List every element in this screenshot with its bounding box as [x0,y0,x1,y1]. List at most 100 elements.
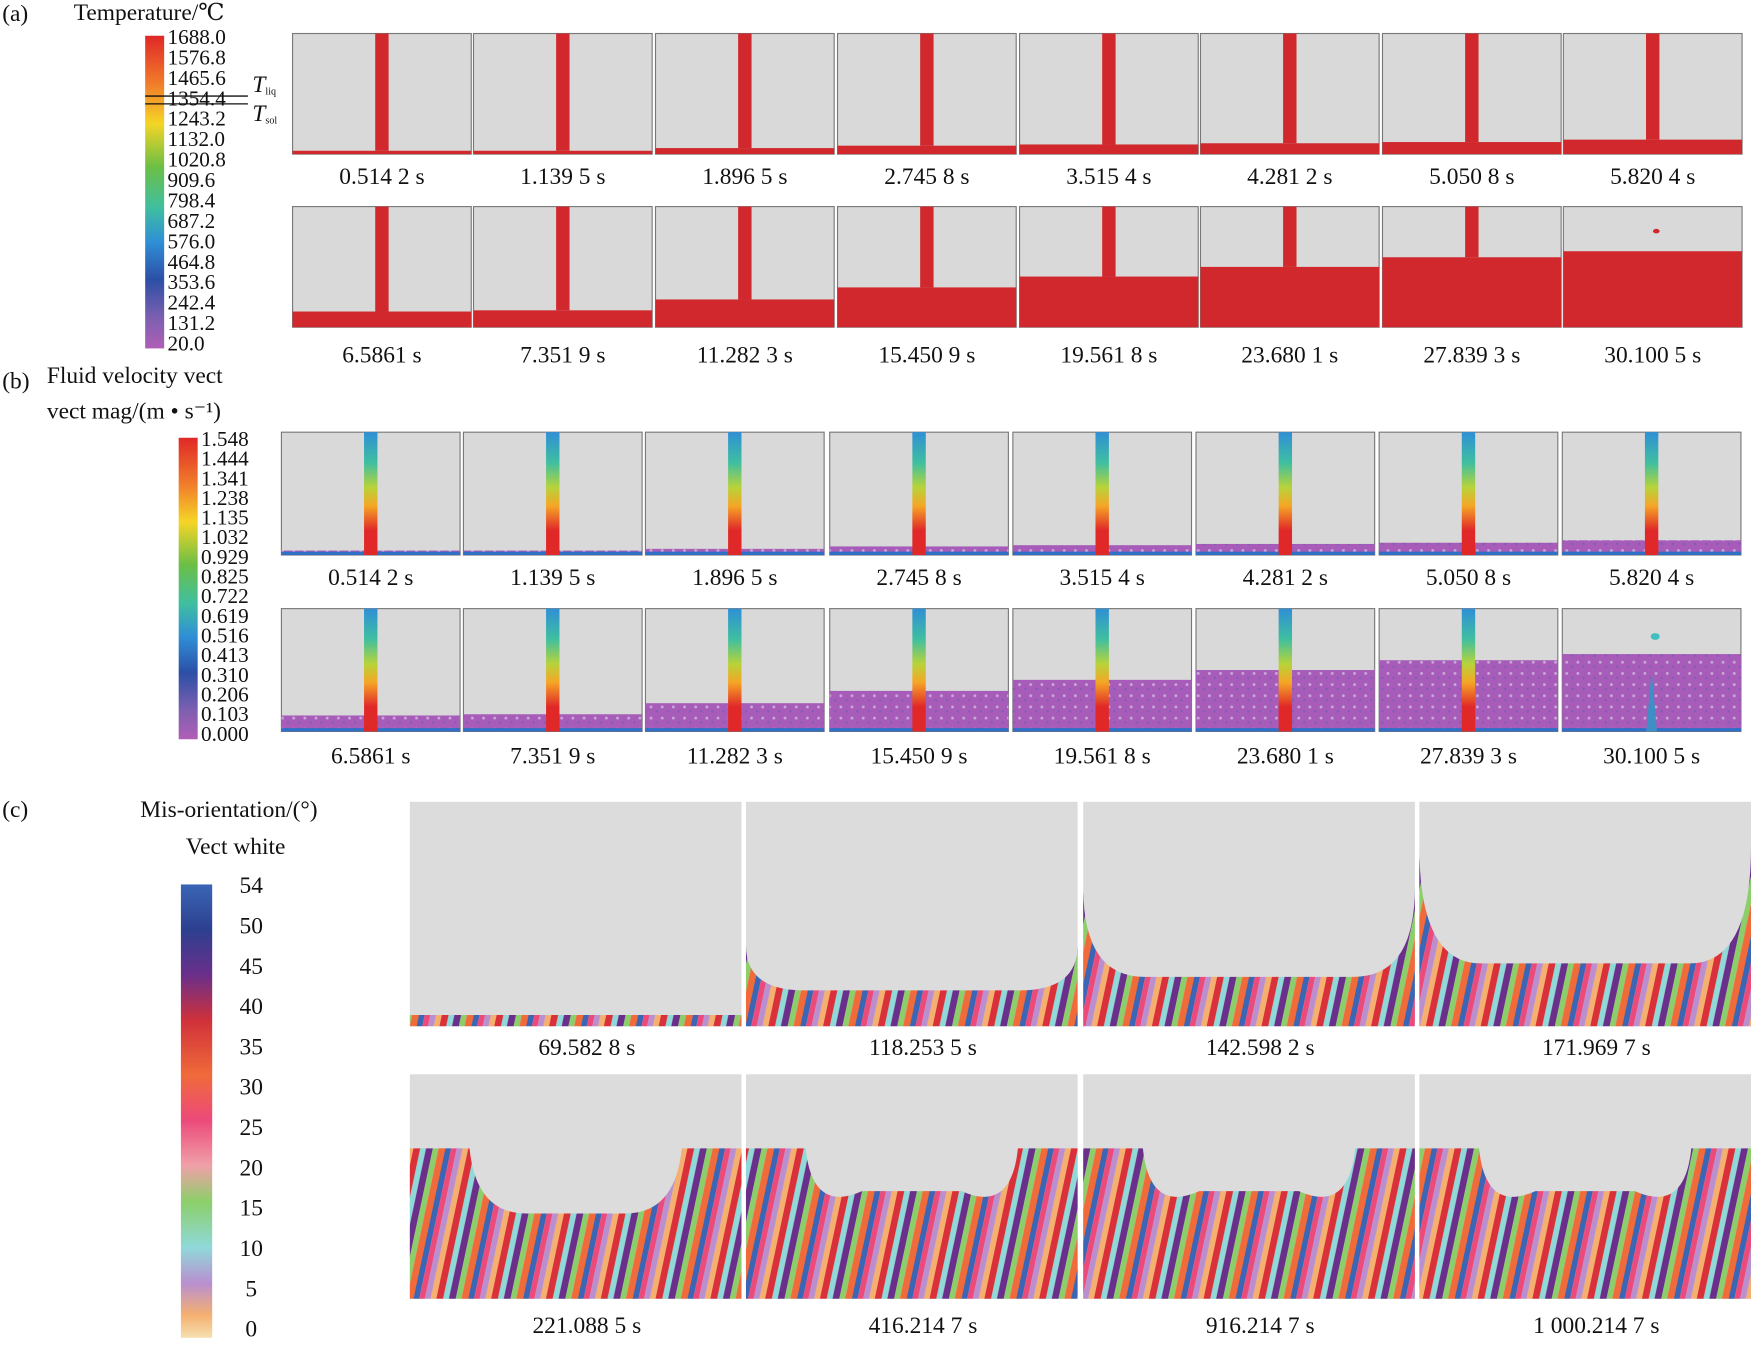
melt-stream [556,33,570,151]
colorbar-label: 5 [245,1276,257,1302]
flow-stream [1644,432,1659,556]
colorbar-label: 50 [240,913,263,939]
melt-pool [1382,142,1562,155]
colorbar-label: 1243.2 [168,107,226,131]
colorbar-label: 0 [245,1317,257,1343]
liquidus-symbol: T [252,72,267,98]
colorbar-label: 0.619 [201,604,249,628]
colorbar-label: 20 [240,1155,263,1181]
flow-stream [1095,608,1109,732]
melt-pool [655,148,835,155]
flow-stream [1461,432,1476,556]
time-label: 4.281 2 s [1243,565,1328,591]
time-label: 5.050 8 s [1429,164,1514,190]
time-label: 1.896 5 s [702,164,787,190]
melt-pool [1200,266,1380,328]
colorbar-label: 0.929 [201,545,249,569]
flow-stream [1095,432,1109,556]
time-label: 171.969 7 s [1542,1035,1651,1061]
time-label: 5.820 4 s [1609,565,1694,591]
time-label: 6.5861 s [342,343,421,369]
grain-region [1419,846,1751,1027]
time-label: 5.820 4 s [1610,164,1695,190]
melt-stream [1465,33,1479,143]
sim-frame [745,801,1078,1027]
time-label: 23.680 1 s [1241,343,1338,369]
melt-stream [1465,206,1479,258]
colorbar-label: 40 [240,994,263,1020]
time-label: 916.214 7 s [1206,1313,1315,1339]
melt-pool [1563,251,1743,328]
colorbar-label: 1.444 [201,447,249,471]
time-label: 30.100 5 s [1604,343,1701,369]
time-label: 7.351 9 s [520,343,605,369]
colorbar-label: 0.206 [201,682,249,706]
colorbar-label: 353.6 [168,270,216,294]
panel-label: (b) [2,368,29,394]
time-label: 30.100 5 s [1603,744,1700,770]
sim-frame [409,801,742,1027]
melt-stream [920,33,934,146]
colorbar-label: 0.413 [201,643,249,667]
time-label: 1 000.214 7 s [1533,1313,1659,1339]
time-label: 1.139 5 s [510,565,595,591]
time-label: 7.351 9 s [510,744,595,770]
colorbar-label: 0.000 [201,722,249,746]
melt-stream [1283,33,1297,144]
flow-stream [364,608,378,732]
colorbar-label: 131.2 [168,311,216,335]
grain-region [745,1148,1078,1299]
time-label: 2.745 8 s [876,565,961,591]
time-label: 1.896 5 s [692,565,777,591]
legend-title: Mis-orientation/(°) [140,797,317,823]
colorbar-label: 25 [240,1115,263,1141]
time-label: 142.598 2 s [1206,1035,1315,1061]
colorbar-label: 1.548 [201,427,249,451]
colorbar-label: 45 [240,954,263,980]
flow-stream [1278,608,1293,732]
melt-stream [920,206,934,288]
solidus-symbol: T [252,102,267,128]
colorbar-label: 242.4 [168,291,216,315]
flow-stream [728,608,742,732]
colorbar-label: 909.6 [168,168,216,192]
time-label: 221.088 5 s [532,1313,641,1339]
time-label: 4.281 2 s [1247,164,1332,190]
colorbar-label: 35 [240,1034,263,1060]
flow-stream [364,432,378,556]
flow-stream [912,608,926,732]
colorbar-label: 1576.8 [168,45,226,69]
panel-label: (c) [2,797,28,823]
melt-stream [375,206,389,312]
melt-pool [837,287,1017,328]
colorbar-label: 20.0 [168,332,205,356]
colorbar-label: 1132.0 [168,127,226,151]
melt-pool [655,299,835,328]
droplet [1652,228,1660,234]
melt-stream [1102,206,1116,277]
time-label: 5.050 8 s [1426,565,1511,591]
colorbar-label: 0.722 [201,584,249,608]
melt-pool [473,150,653,155]
panel-label: (a) [2,1,28,27]
melt-stream [738,33,752,149]
colorbar-label: 687.2 [168,209,216,233]
legend-title: Temperature/℃ [74,0,225,26]
colorbar-label: 1354.4 [168,86,227,110]
time-label: 118.253 5 s [869,1035,977,1061]
colorbar-label: 798.4 [168,188,216,212]
time-label: 19.561 8 s [1060,343,1157,369]
time-label: 2.745 8 s [884,164,969,190]
colorbar-label: 1.032 [201,525,249,549]
melt-pool [1563,139,1743,155]
colorbar-label: 0.103 [201,702,249,726]
solidus-sub: sol [265,116,277,127]
colorbar [178,437,198,740]
colorbar-label: 54 [240,873,264,899]
time-label: 69.582 8 s [538,1035,635,1061]
colorbar-label: 576.0 [168,229,216,253]
melt-pool [1019,144,1199,155]
colorbar-label: 1.135 [201,506,249,530]
flow-stream [1278,432,1293,556]
melt-pool [473,310,653,328]
